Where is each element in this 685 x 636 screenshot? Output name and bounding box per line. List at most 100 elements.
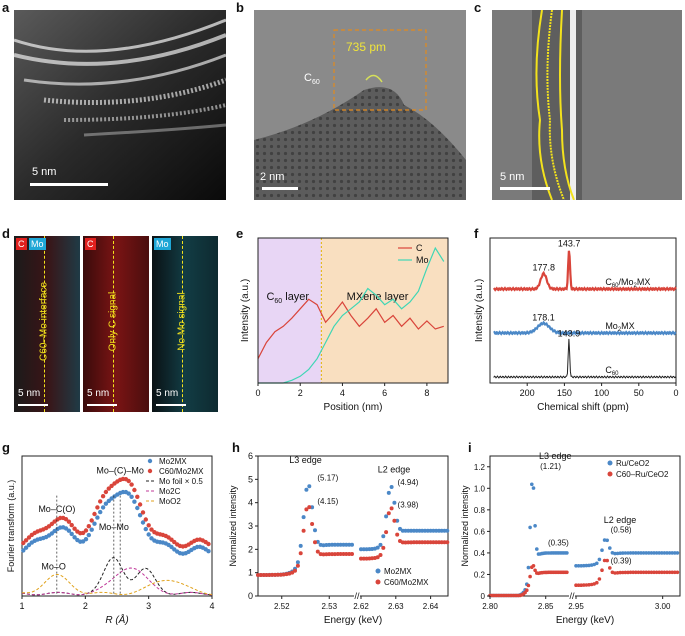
series-ruceo2-point: [597, 557, 602, 562]
series-mo2mx-point: [143, 526, 148, 532]
legend-label: Mo2MX: [159, 457, 187, 466]
y-tick-label: 0.8: [474, 506, 486, 515]
peak-value: (1.21): [540, 462, 561, 471]
series-c60ruceo2-point: [636, 570, 641, 575]
series-c60mo2mx-point: [63, 517, 69, 522]
series-ruceo2-point: [615, 551, 620, 556]
series-ruceo2-point: [565, 551, 569, 555]
x-axis-label: R (Å): [105, 613, 128, 626]
series-mo2mx-point: [392, 500, 397, 505]
x-tick-label: 50: [634, 388, 644, 398]
series-mo2mx-point: [350, 542, 354, 547]
series-mo2mx-point: [347, 542, 352, 547]
series-mo2mx-point: [304, 487, 309, 492]
panel-label-h: h: [232, 440, 240, 455]
eds-caption: Only C signal: [107, 291, 119, 352]
series-mo2mx-point: [434, 528, 439, 533]
region-label-sub: 60: [274, 298, 282, 305]
series-ruceo2-point: [595, 561, 599, 566]
series-c60ruceo2-point: [597, 577, 602, 581]
series-c60ruceo2-point: [649, 570, 654, 575]
panel-label-g: g: [2, 440, 10, 455]
series-ruceo2-point: [530, 482, 534, 487]
series-c60ruceo2-point: [628, 570, 633, 575]
edge-label: L3 edge: [539, 451, 572, 461]
series-mo2mx-point: [341, 542, 346, 547]
series-c60ruceo2-point: [587, 583, 591, 587]
series-mo2mx-point: [409, 528, 414, 533]
x-tick-label: 2.95: [568, 602, 584, 611]
scale-bar: [87, 404, 117, 406]
series-label-rest: MX: [621, 321, 635, 331]
series-ruceo2-point: [673, 551, 677, 555]
series-c60mo2mx-point: [149, 527, 154, 532]
series-mo2mx-point: [332, 542, 337, 547]
series-c60mo2mx-point: [267, 573, 272, 577]
region-c60-layer: [258, 238, 322, 383]
series-c60mo2mx-point: [298, 551, 303, 556]
legend-label: C60/Mo2MX: [384, 578, 429, 587]
series-mo2mx-point: [327, 542, 332, 547]
series-c60mo2mx-point: [384, 530, 389, 535]
peak-value: (0.58): [611, 525, 632, 534]
series-mo2mx-point: [386, 490, 391, 495]
series-label: C60: [605, 365, 619, 377]
series-c60ruceo2-point: [602, 558, 607, 563]
series-c60mo2mx-point: [327, 552, 332, 557]
eds-map-tile: C Only C signal 5 nm: [83, 236, 149, 412]
peak-label: 177.8: [532, 263, 555, 273]
legend-label: Mo2MX: [384, 567, 412, 576]
spectrum-line: [493, 320, 677, 336]
legend-label: C: [416, 243, 423, 253]
y-tick-label: 2: [248, 544, 253, 554]
series-mo2mx-point: [295, 560, 300, 565]
series-c60ruceo2-point: [660, 570, 664, 575]
series-c60ruceo2-point: [667, 570, 672, 575]
lattice-graphic: [254, 10, 466, 200]
edge-label: L2 edge: [378, 464, 411, 474]
series-c60ruceo2-point: [675, 570, 680, 575]
legend-swatch: [375, 579, 381, 585]
series-c60mo2mx-point: [290, 570, 295, 575]
series-mo2mx-point: [86, 532, 92, 538]
series-c60mo2mx-point: [434, 540, 439, 545]
series-mo2mx-point: [132, 499, 137, 504]
series-c60ruceo2-point: [634, 570, 638, 575]
series-mo2mx-point: [307, 484, 312, 489]
series-c60ruceo2-point: [608, 566, 612, 570]
series-c60mo2mx-point: [273, 572, 278, 577]
series-mo2mx-point: [395, 518, 400, 523]
series-c60mo2mx-point: [293, 568, 297, 573]
series-ruceo2-point: [670, 551, 674, 555]
x-tick-label: 2.64: [423, 602, 439, 611]
x-tick-label: 2: [83, 601, 88, 611]
series-ruceo2-point: [657, 551, 661, 555]
series-c60ruceo2-point: [641, 570, 646, 575]
series-c60mo2mx-point: [389, 506, 394, 511]
c60-label: C60: [304, 72, 320, 87]
x-tick-label: 4: [340, 388, 345, 398]
series-c60ruceo2-point: [528, 574, 532, 579]
series-ruceo2-point: [587, 563, 591, 568]
element-tag: C: [85, 238, 96, 250]
interface-line: [44, 236, 45, 412]
series-ruceo2-point: [660, 551, 664, 555]
y-axis-label: Normalized intensity: [228, 485, 238, 567]
series-c60ruceo2-point: [525, 588, 529, 592]
series-mo2mx-point: [344, 542, 349, 547]
element-tag: C: [16, 238, 27, 250]
series-ruceo2-point: [675, 551, 680, 555]
series-mo2mx-point: [126, 491, 131, 496]
series-c60ruceo2-point: [615, 571, 620, 575]
legend-swatch: [607, 460, 613, 466]
series-mo2mx-point: [420, 528, 425, 533]
eds-caption: No Mo signal: [176, 292, 188, 351]
series-c60ruceo2-point: [623, 570, 628, 575]
series-ruceo2-point: [584, 563, 589, 568]
series-c60mo2mx-point: [301, 528, 306, 533]
series-ruceo2-point: [634, 551, 638, 555]
series-label: Mo2MX: [605, 321, 634, 333]
series-mo2mx-point: [361, 547, 366, 552]
series-label-end: MX: [637, 277, 651, 287]
series-mo2mx-point: [137, 513, 143, 518]
